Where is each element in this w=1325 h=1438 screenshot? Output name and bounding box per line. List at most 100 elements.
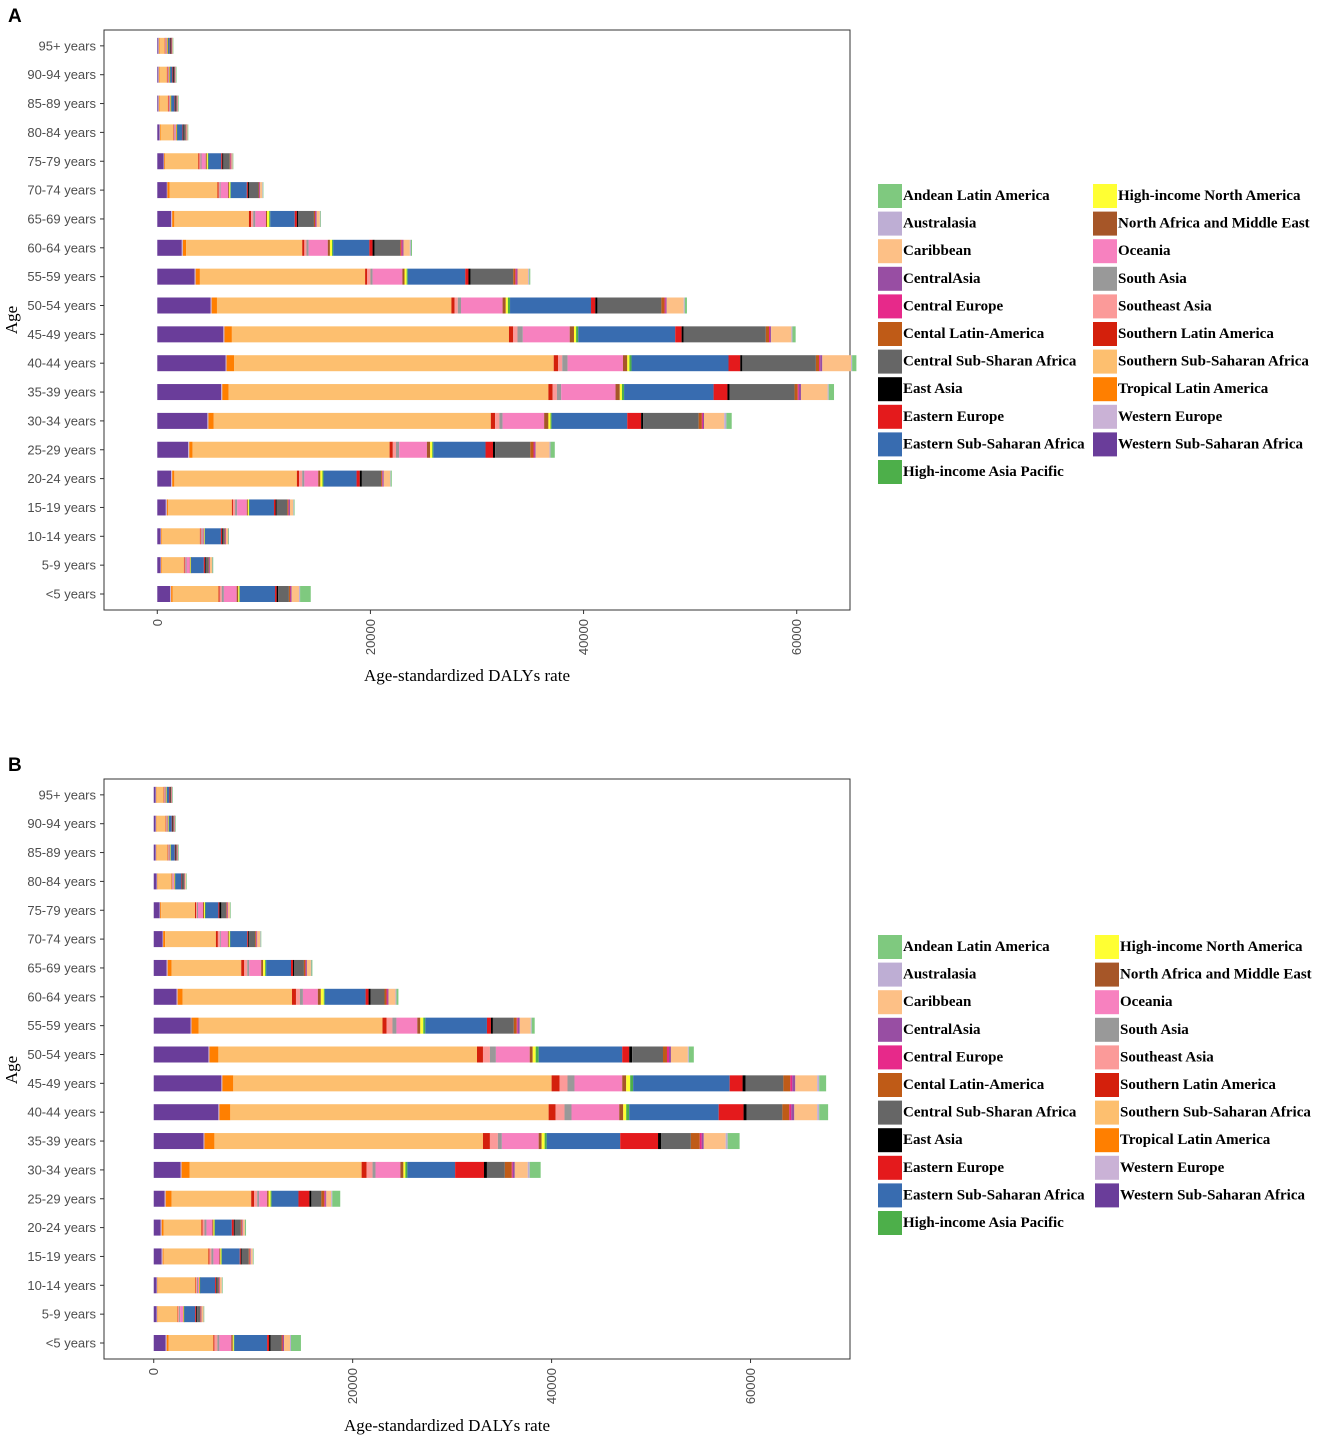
bar-segment <box>703 1133 726 1150</box>
bar-segment <box>201 528 203 545</box>
bar-segment <box>173 124 174 141</box>
bar-segment <box>235 499 238 516</box>
bar-segment <box>401 239 403 256</box>
bar-segment <box>157 1306 158 1323</box>
bar-segment <box>559 1075 568 1092</box>
legend-item: Caribbean <box>878 990 972 1015</box>
bar-segment <box>166 815 167 832</box>
bar-segment <box>157 37 159 54</box>
bar-segment <box>157 297 211 314</box>
bar-segment <box>658 1133 662 1150</box>
legend-swatch <box>878 349 902 374</box>
bar-segment <box>163 1248 209 1265</box>
bar-segment <box>670 1046 688 1063</box>
bar-segment <box>562 355 568 372</box>
legend-swatch <box>878 1183 902 1208</box>
bar-segment <box>728 355 741 372</box>
bar-segment <box>203 902 205 919</box>
bar-segment <box>213 1248 220 1265</box>
bar-segment <box>165 815 167 832</box>
bar-segment <box>253 1248 254 1265</box>
bar-segment <box>382 1017 387 1034</box>
panel-b: B <5 years 5-9 years 10-14 years 15-19 year… <box>2 755 1312 1435</box>
bar-segment <box>399 441 427 458</box>
bar-segment <box>228 528 229 545</box>
bar-segment <box>291 1335 301 1351</box>
bar-segment <box>220 528 222 545</box>
bar-segment <box>219 1248 221 1265</box>
bar-segment <box>430 441 433 458</box>
bar-segment <box>323 470 357 487</box>
y-tick-label: <5 years <box>46 587 97 602</box>
legend-label: Central Sub-Sharan Africa <box>903 354 1077 370</box>
bar-segment <box>482 1046 490 1063</box>
bar-segment <box>620 1133 659 1150</box>
bar-segment <box>255 931 257 948</box>
bar-segment <box>183 1306 184 1323</box>
bar-segment <box>175 844 177 861</box>
bar-segment <box>186 873 187 890</box>
bar-segment <box>236 586 239 602</box>
y-tick-label: 35-39 years <box>27 385 96 400</box>
bar-segment <box>257 931 261 948</box>
bar-segment <box>158 37 159 54</box>
x-tick-label: 60000 <box>743 1368 758 1404</box>
bar-segment <box>827 384 829 401</box>
bar-segment <box>293 959 304 976</box>
legend-item: Caribbean <box>878 239 972 264</box>
bar-segment <box>258 182 260 199</box>
bar-segment <box>190 1017 192 1034</box>
bar-segment <box>167 499 232 516</box>
bar-segment <box>255 210 266 227</box>
bar-segment <box>166 66 168 83</box>
legend-swatch <box>1095 1100 1119 1125</box>
bar-segment <box>199 153 201 170</box>
bar-segment <box>206 153 208 170</box>
bar-segment <box>356 470 360 487</box>
bar-segment <box>160 902 162 919</box>
bar-segment <box>167 37 169 54</box>
bar-segment <box>219 586 222 602</box>
legend-swatch <box>1095 1155 1119 1180</box>
bar-segment <box>165 1190 172 1207</box>
bar-segment <box>470 268 514 285</box>
bar-segment <box>170 786 171 803</box>
y-tick-label: 50-54 years <box>27 298 96 313</box>
legend-item: Australasia <box>878 211 977 236</box>
panel-a: A <5 years 5-9 years 10-14 years 15-19 year… <box>2 6 1310 685</box>
legend-item: Central Europe <box>878 294 1003 319</box>
bar-segment <box>327 239 330 256</box>
bar-segment <box>372 239 375 256</box>
bar-segment <box>221 1248 222 1265</box>
bar-segment <box>259 182 261 199</box>
bar-segment <box>216 297 452 314</box>
y-tick-label: 85-89 years <box>27 96 96 111</box>
bar-segment <box>175 95 177 112</box>
bar-segment <box>405 1161 408 1178</box>
bar-segment <box>186 124 188 141</box>
bar-segment <box>166 815 168 832</box>
bar-segment <box>319 210 321 227</box>
panel-b-x-axis-title: Age-standardized DALYs rate <box>344 1416 550 1435</box>
y-tick-label: 75-79 years <box>27 903 96 918</box>
y-tick-label: 90-94 years <box>27 67 96 82</box>
bar-segment <box>664 297 666 314</box>
bar-segment <box>387 988 389 1005</box>
bar-segment <box>627 355 630 372</box>
bar-segment <box>683 297 685 314</box>
legend-label: Australasia <box>903 216 977 232</box>
bar-segment <box>195 902 196 919</box>
legend-item: Western Sub-Saharan Africa <box>1093 432 1304 457</box>
bar-segment <box>157 66 159 83</box>
legend-item: Eastern Sub-Saharan Africa <box>878 432 1085 457</box>
legend-label: Oceania <box>1118 243 1171 259</box>
bar-segment <box>230 182 247 199</box>
bar-segment <box>288 499 290 516</box>
bar-segment <box>495 412 500 429</box>
bar-segment <box>724 412 727 429</box>
bar-segment <box>276 499 288 516</box>
bar-segment <box>549 441 551 458</box>
bar-segment <box>265 959 267 976</box>
legend-swatch <box>1095 990 1119 1015</box>
bar-segment <box>375 1161 401 1178</box>
